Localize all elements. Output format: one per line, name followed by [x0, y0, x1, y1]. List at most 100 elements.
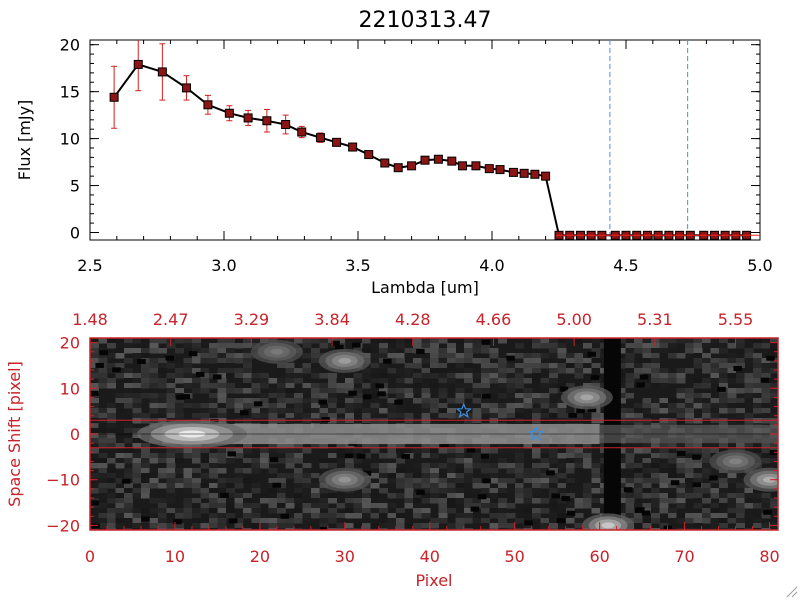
noise-pixel: [753, 363, 762, 369]
noise-pixel: [753, 523, 762, 529]
resize-grip-icon[interactable]: [784, 584, 798, 598]
noise-pixel: [421, 448, 431, 454]
noise-pixel: [115, 348, 125, 354]
noise-pixel: [736, 443, 745, 449]
noise-pixel: [260, 383, 269, 389]
noise-pixel: [268, 518, 278, 524]
noise-pixel: [141, 363, 150, 369]
noise-pixel: [226, 503, 235, 509]
noise-pixel: [90, 353, 99, 359]
noise-pixel: [676, 353, 686, 359]
noise-pixel: [345, 338, 354, 344]
noise-pixel: [430, 488, 439, 494]
noise-pixel: [98, 458, 108, 464]
noise-pixel: [472, 518, 482, 524]
noise-pixel: [668, 413, 677, 419]
noise-pixel: [464, 468, 473, 474]
noise-pixel: [430, 343, 439, 349]
noise-pixel: [583, 453, 592, 459]
noise-pixel: [234, 358, 244, 364]
noise-pixel: [132, 428, 142, 434]
dark-pixel: [636, 382, 645, 388]
noise-pixel: [515, 468, 524, 474]
noise-pixel: [515, 408, 524, 414]
noise-pixel: [489, 388, 499, 394]
noise-pixel: [676, 373, 686, 379]
noise-pixel: [676, 403, 686, 409]
noise-pixel: [617, 388, 626, 394]
noise-pixel: [438, 383, 448, 389]
noise-pixel: [761, 338, 771, 344]
noise-pixel: [574, 528, 584, 530]
noise-pixel: [132, 478, 142, 484]
noise-pixel: [217, 353, 227, 359]
noise-pixel: [617, 363, 626, 369]
noise-pixel: [540, 403, 550, 409]
noise-pixel: [693, 503, 703, 509]
noise-pixel: [243, 388, 252, 394]
noise-pixel: [625, 443, 635, 449]
data-point: [495, 165, 505, 175]
noise-pixel: [107, 518, 116, 524]
noise-pixel: [166, 413, 176, 419]
noise-pixel: [124, 393, 133, 399]
noise-pixel: [447, 503, 456, 509]
noise-pixel: [294, 498, 303, 504]
noise-pixel: [523, 378, 533, 384]
x-tick-label: 4.5: [613, 256, 638, 275]
noise-pixel: [319, 383, 329, 389]
noise-pixel: [413, 478, 422, 484]
noise-pixel: [115, 353, 125, 359]
noise-pixel: [175, 358, 184, 364]
data-point: [393, 163, 403, 173]
noise-pixel: [115, 458, 125, 464]
noise-pixel: [455, 493, 465, 499]
noise-pixel: [115, 373, 125, 379]
noise-pixel: [234, 493, 244, 499]
noise-pixel: [685, 443, 694, 449]
noise-pixel: [727, 368, 737, 374]
noise-pixel: [98, 358, 108, 364]
noise-pixel: [217, 388, 227, 394]
noise-pixel: [685, 448, 694, 454]
noise-pixel: [243, 463, 252, 469]
noise-pixel: [591, 353, 601, 359]
noise-pixel: [532, 448, 541, 454]
noise-pixel: [668, 518, 677, 524]
noise-pixel: [345, 378, 354, 384]
noise-pixel: [115, 488, 125, 494]
noise-pixel: [124, 358, 133, 364]
noise-pixel: [591, 478, 601, 484]
noise-pixel: [625, 483, 635, 489]
noise-pixel: [668, 498, 677, 504]
noise-pixel: [328, 393, 337, 399]
noise-pixel: [753, 443, 762, 449]
noise-pixel: [498, 448, 507, 454]
noise-pixel: [166, 513, 176, 519]
noise-pixel: [430, 523, 439, 529]
noise-pixel: [370, 508, 380, 514]
noise-pixel: [98, 438, 108, 444]
noise-pixel: [362, 383, 371, 389]
spectrum-y-axis-label: Flux [mJy]: [15, 100, 34, 181]
noise-pixel: [175, 338, 184, 344]
noise-pixel: [200, 353, 210, 359]
noise-pixel: [387, 413, 397, 419]
noise-pixel: [328, 513, 337, 519]
noise-pixel: [132, 348, 142, 354]
noise-pixel: [243, 373, 252, 379]
noise-pixel: [243, 383, 252, 389]
noise-pixel: [676, 463, 686, 469]
noise-pixel: [319, 338, 329, 344]
noise-pixel: [472, 338, 482, 344]
noise-pixel: [124, 423, 133, 429]
noise-pixel: [549, 513, 558, 519]
noise-pixel: [719, 503, 728, 509]
noise-pixel: [557, 413, 567, 419]
noise-pixel: [277, 488, 286, 494]
noise-pixel: [132, 468, 142, 474]
noise-pixel: [421, 368, 431, 374]
noise-pixel: [447, 488, 456, 494]
noise-pixel: [574, 468, 584, 474]
noise-pixel: [719, 338, 728, 344]
